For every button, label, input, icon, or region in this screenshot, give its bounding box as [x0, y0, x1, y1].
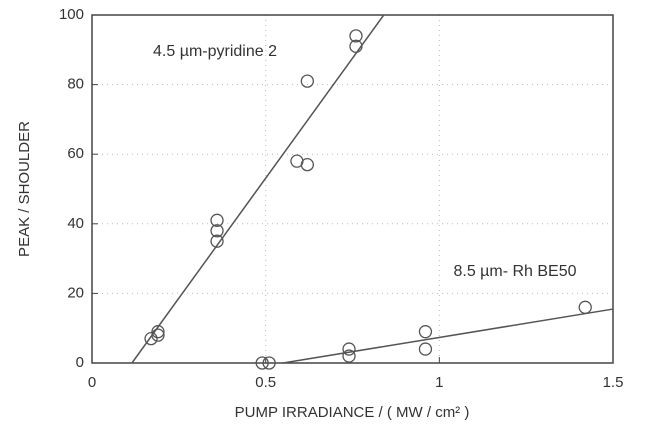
y-tick-label: 20: [67, 284, 84, 301]
data-point: [300, 74, 314, 88]
data-point: [349, 39, 363, 53]
data-point: [418, 325, 433, 339]
y-tick-label: 60: [67, 145, 84, 162]
y-axis-label: PEAK / SHOULDER: [16, 121, 33, 257]
data-point: [342, 349, 356, 363]
data-point: [255, 356, 269, 370]
data-point: [210, 224, 224, 238]
data-point: [300, 157, 314, 172]
series-annotation: 4.5 µm-pyridine 2: [153, 43, 277, 60]
data-point: [151, 328, 165, 342]
y-tick-label: 80: [67, 76, 84, 93]
x-tick-label: 1: [435, 374, 443, 391]
x-axis-label: PUMP IRRADIANCE / ( MW / cm² ): [235, 404, 470, 421]
y-tick-label: 100: [59, 6, 84, 23]
plot-frame: [91, 14, 614, 364]
data-point: [144, 331, 158, 346]
data-point: [262, 356, 276, 370]
data-point: [210, 213, 224, 227]
data-point: [342, 342, 356, 356]
fit-line: [131, 14, 385, 364]
x-tick-label: 0: [88, 374, 96, 391]
y-tick-label: 0: [76, 354, 84, 371]
data-point: [151, 325, 165, 339]
data-point: [578, 300, 592, 314]
y-tick-label: 40: [67, 215, 84, 232]
data-point: [418, 342, 433, 356]
data-point: [349, 29, 363, 43]
x-tick-label: 1.5: [603, 374, 624, 391]
x-tick-label: 0.5: [255, 374, 276, 391]
fit-line: [282, 308, 614, 364]
series-annotation: 8.5 µm- Rh BE50: [453, 263, 576, 280]
data-point: [210, 234, 224, 248]
